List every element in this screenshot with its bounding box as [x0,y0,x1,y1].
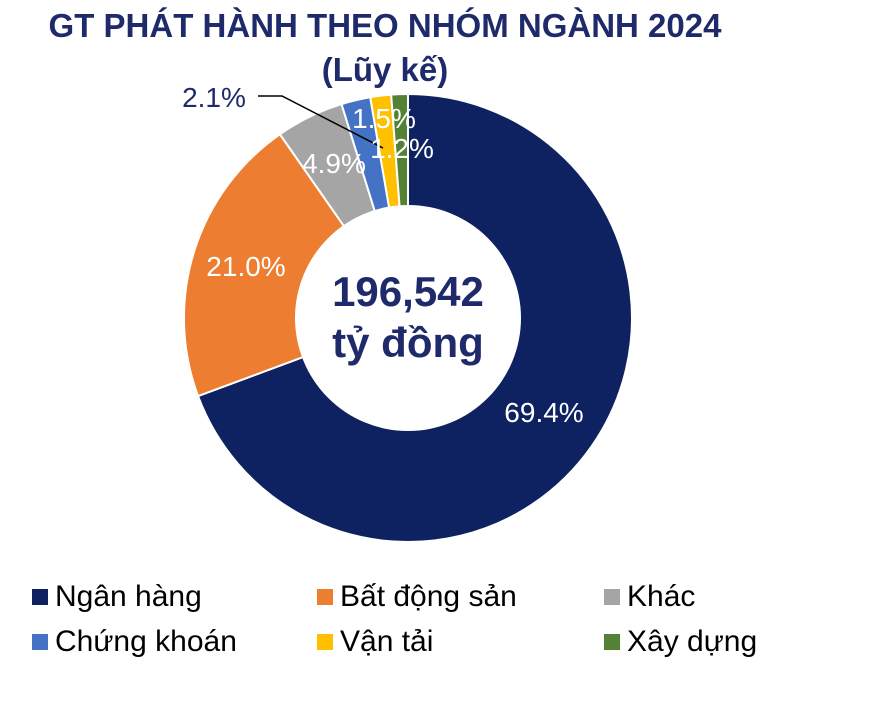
legend-label: Khác [627,580,696,613]
slice-label-1: 69.4% [504,397,583,428]
legend-swatch [32,589,48,605]
legend-item: Ngân hàng [32,577,202,617]
slice-label-4: 2.1% [182,82,246,113]
legend-label: Ngân hàng [55,580,202,613]
legend-swatch [32,634,48,650]
legend-swatch [317,634,333,650]
legend-item: Chứng khoán [32,622,237,662]
legend-item: Xây dựng [604,622,757,662]
center-value: 196,542 [332,268,484,315]
slice-label-5: 1.5% [352,103,416,134]
donut-chart: 69.4% 21.0% 4.9% 2.1% 1.5%1.2% 196,542 tỷ đồ… [182,82,633,543]
slice-label-6: 1.2% [370,133,434,164]
legend-swatch [317,589,333,605]
slice-label-3: 4.9% [302,148,366,179]
legend-label: Bất động sản [340,580,517,613]
legend-item: Bất động sản [317,577,517,617]
legend-label: Vận tải [340,625,434,658]
center-unit: tỷ đồng [332,319,484,366]
label-leader-line [258,95,384,149]
legend-swatch [604,634,620,650]
legend-swatch [604,589,620,605]
legend-label: Chứng khoán [55,625,237,658]
legend-item: Khác [604,577,695,617]
chart-title: GT PHÁT HÀNH THEO NHÓM NGÀNH 2024 [48,7,722,44]
donut-hole [295,205,521,431]
slice-label-2: 21.0% [206,251,285,282]
legend-label: Xây dựng [627,625,758,658]
legend-item: Vận tải [317,622,433,662]
chart-subtitle: (Lũy kế) [321,51,449,88]
